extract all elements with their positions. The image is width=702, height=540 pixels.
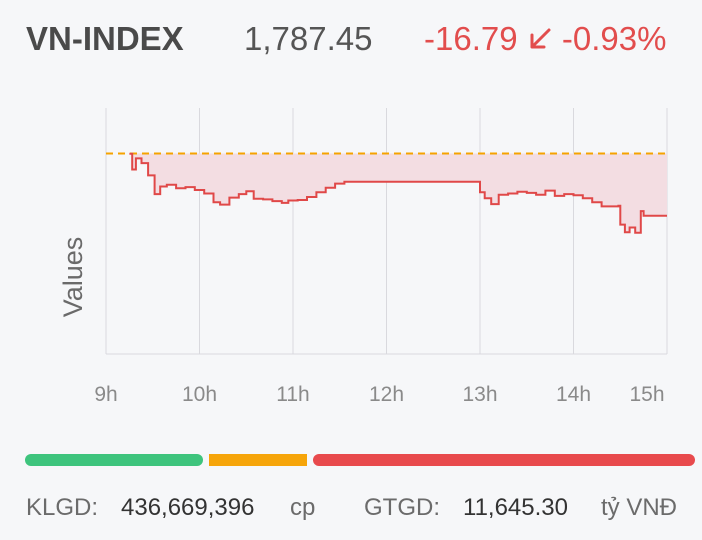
market-breadth-bar bbox=[25, 454, 695, 466]
unchanged-segment bbox=[208, 454, 308, 466]
volume-label: KLGD: bbox=[26, 494, 99, 521]
x-tick-label: 9h bbox=[94, 383, 117, 406]
decliners-segment bbox=[313, 454, 695, 466]
intraday-chart: Values 9h 10h 11h 12h 13h 14h 15h bbox=[58, 108, 668, 406]
chart-grid bbox=[105, 108, 668, 355]
x-tick-label: 10h bbox=[182, 383, 217, 406]
index-change-pct: -0.93% bbox=[561, 20, 667, 57]
x-axis-ticks: 9h 10h 11h 12h 13h 14h 15h bbox=[94, 383, 664, 406]
index-change-group: -16.79 -0.93% bbox=[424, 20, 666, 58]
volume-unit: cp bbox=[290, 494, 316, 521]
y-axis-label: Values bbox=[58, 237, 88, 318]
arrow-down-left-icon bbox=[527, 20, 553, 58]
index-header: VN-INDEX 1,787.45 -16.79 -0.93% bbox=[0, 18, 702, 62]
x-tick-label: 15h bbox=[629, 383, 664, 406]
x-tick-label: 14h bbox=[556, 383, 591, 406]
price-area bbox=[129, 153, 667, 233]
x-tick-label: 12h bbox=[369, 383, 404, 406]
turnover-value: 11,645.30 bbox=[463, 494, 568, 521]
index-value: 1,787.45 bbox=[244, 20, 373, 57]
volume-value: 436,669,396 bbox=[121, 494, 255, 521]
advancers-segment bbox=[25, 454, 203, 466]
index-change: -16.79 bbox=[424, 20, 518, 57]
price-line bbox=[129, 152, 667, 234]
turnover-label: GTGD: bbox=[364, 494, 440, 521]
turnover-unit: tỷ VNĐ bbox=[601, 494, 678, 521]
trading-summary: KLGD: 436,669,396 cp GTGD: 11,645.30 tỷ … bbox=[0, 494, 702, 524]
x-tick-label: 13h bbox=[462, 383, 497, 406]
x-tick-label: 11h bbox=[276, 383, 309, 406]
index-name: VN-INDEX bbox=[26, 20, 184, 57]
